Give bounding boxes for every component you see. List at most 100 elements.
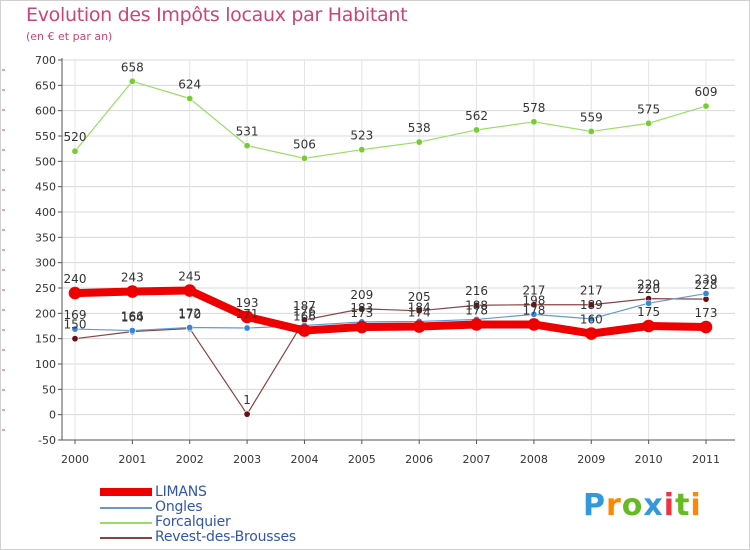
data-label-limans: 193 bbox=[236, 296, 259, 310]
y-tick-label: 400 bbox=[35, 206, 56, 219]
logo-letter: P bbox=[583, 488, 606, 523]
chart-title: Evolution des Impôts locaux par Habitant bbox=[26, 4, 408, 26]
data-label-ongles: 171 bbox=[236, 307, 259, 321]
data-point-revest-des-brousses bbox=[415, 307, 423, 315]
data-label-ongles: 172 bbox=[178, 307, 201, 321]
data-point-forcalquier bbox=[71, 147, 79, 155]
data-point-ongles bbox=[587, 315, 595, 323]
legend-label-forcalquier: Forcalquier bbox=[155, 514, 231, 530]
data-label-revest-des-brousses: 187 bbox=[293, 299, 316, 313]
series-line-limans bbox=[71, 286, 710, 338]
legend-swatch-limans bbox=[100, 488, 152, 496]
x-tick-label: 2000 bbox=[61, 453, 89, 466]
data-label-forcalquier: 538 bbox=[408, 121, 431, 135]
data-label-limans: 178 bbox=[465, 303, 488, 317]
data-point-ongles bbox=[530, 310, 538, 318]
data-label-ongles: 166 bbox=[121, 310, 144, 324]
y-tick-label: 200 bbox=[35, 307, 56, 320]
data-point-limans bbox=[527, 318, 541, 331]
x-tick-label: 2003 bbox=[233, 453, 261, 466]
data-label-forcalquier: 520 bbox=[64, 130, 87, 144]
y-tick-label: 300 bbox=[35, 257, 56, 270]
data-label-forcalquier: 575 bbox=[637, 102, 660, 116]
series-line-ongles bbox=[74, 292, 707, 332]
x-tick-label: 2005 bbox=[348, 453, 376, 466]
y-tick-label: 0 bbox=[49, 409, 56, 422]
data-point-ongles bbox=[243, 324, 251, 332]
logo-letter: o bbox=[621, 488, 644, 523]
data-point-limans bbox=[584, 327, 598, 340]
data-point-revest-des-brousses bbox=[587, 301, 595, 309]
data-label-revest-des-brousses: 164 bbox=[121, 311, 144, 325]
data-point-limans bbox=[240, 310, 254, 324]
y-tick-label: 50 bbox=[42, 383, 56, 396]
data-point-limans bbox=[355, 320, 369, 334]
data-label-revest-des-brousses: 170 bbox=[178, 308, 201, 322]
y-tick-label: 650 bbox=[35, 79, 56, 92]
data-label-ongles: 189 bbox=[580, 298, 603, 312]
data-label-forcalquier: 658 bbox=[121, 60, 144, 74]
data-label-forcalquier: 609 bbox=[695, 85, 718, 99]
data-label-revest-des-brousses: 228 bbox=[695, 278, 718, 292]
data-point-revest-des-brousses bbox=[358, 305, 366, 313]
data-label-ongles: 220 bbox=[637, 282, 660, 296]
data-point-forcalquier bbox=[587, 127, 595, 135]
data-point-ongles bbox=[186, 324, 194, 332]
data-point-forcalquier bbox=[243, 142, 251, 150]
data-point-limans bbox=[470, 318, 483, 331]
data-label-limans: 166 bbox=[293, 310, 316, 324]
data-point-limans bbox=[183, 284, 197, 297]
y-tick-label: 100 bbox=[35, 358, 56, 371]
data-point-forcalquier bbox=[645, 119, 653, 127]
logo-letter: r bbox=[606, 488, 622, 523]
data-point-forcalquier bbox=[415, 138, 423, 146]
data-point-forcalquier bbox=[473, 126, 481, 134]
data-point-limans bbox=[412, 320, 426, 333]
data-label-forcalquier: 523 bbox=[350, 129, 373, 143]
data-point-limans bbox=[642, 319, 655, 333]
logo-letter: x bbox=[643, 488, 664, 523]
x-tick-label: 2010 bbox=[635, 453, 663, 466]
data-label-revest-des-brousses: 216 bbox=[465, 284, 488, 298]
data-label-forcalquier: 578 bbox=[522, 101, 545, 115]
data-label-limans: 174 bbox=[408, 306, 431, 320]
data-label-ongles: 184 bbox=[408, 300, 431, 314]
data-point-ongles bbox=[71, 325, 79, 333]
data-label-revest-des-brousses: 150 bbox=[64, 318, 87, 332]
x-tick-label: 2009 bbox=[577, 453, 605, 466]
logo-letter: t bbox=[675, 488, 691, 523]
logo-letter: i bbox=[663, 488, 676, 523]
data-point-ongles bbox=[702, 290, 710, 298]
data-label-limans: 245 bbox=[178, 270, 201, 284]
y-tick-label: -50 bbox=[38, 434, 56, 447]
data-label-limans: 178 bbox=[522, 303, 545, 317]
data-point-forcalquier bbox=[128, 77, 136, 85]
legend-swatch-forcalquier bbox=[100, 522, 152, 524]
data-label-limans: 243 bbox=[121, 271, 144, 285]
data-point-limans bbox=[68, 286, 82, 300]
data-point-forcalquier bbox=[186, 95, 194, 103]
logo-letter: i bbox=[690, 488, 702, 523]
data-label-limans: 240 bbox=[64, 272, 87, 286]
data-label-revest-des-brousses: 217 bbox=[580, 284, 603, 298]
y-tick-label: 600 bbox=[35, 105, 56, 118]
data-label-ongles: 176 bbox=[293, 304, 316, 318]
legend-swatch-revest bbox=[100, 537, 152, 539]
legend-label-limans: LIMANS bbox=[155, 484, 207, 500]
data-point-forcalquier bbox=[358, 146, 366, 154]
data-point-revest-des-brousses bbox=[71, 335, 79, 343]
x-tick-label: 2011 bbox=[692, 453, 720, 466]
data-label-revest-des-brousses: 229 bbox=[637, 278, 660, 292]
data-label-revest-des-brousses: 205 bbox=[408, 290, 431, 304]
legend-label-ongles: Ongles bbox=[155, 499, 203, 515]
data-point-ongles bbox=[645, 299, 653, 307]
x-tick-label: 2001 bbox=[118, 453, 146, 466]
y-tick-label: 500 bbox=[35, 155, 56, 168]
y-tick-label: 350 bbox=[35, 231, 56, 244]
data-label-ongles: 188 bbox=[465, 298, 488, 312]
data-label-limans: 160 bbox=[580, 313, 603, 327]
data-label-limans: 173 bbox=[695, 306, 718, 320]
data-label-limans: 175 bbox=[637, 305, 660, 319]
y-tick-label: 450 bbox=[35, 181, 56, 194]
data-point-ongles bbox=[128, 327, 136, 335]
